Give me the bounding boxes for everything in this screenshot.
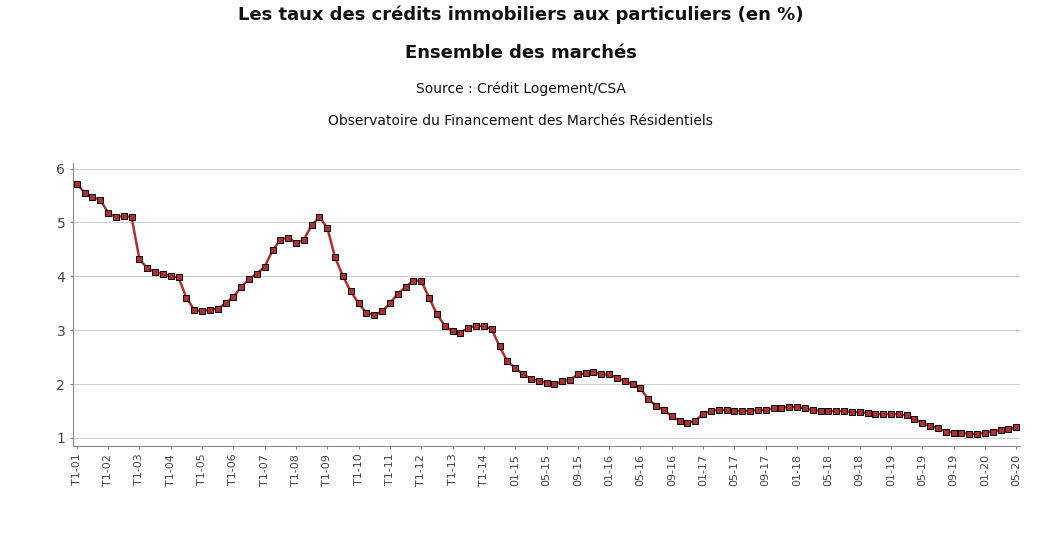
Text: Source : Crédit Logement/CSA: Source : Crédit Logement/CSA — [415, 82, 626, 96]
Text: Les taux des crédits immobiliers aux particuliers (en %): Les taux des crédits immobiliers aux par… — [237, 5, 804, 24]
Text: Observatoire du Financement des Marchés Résidentiels: Observatoire du Financement des Marchés … — [328, 114, 713, 128]
Text: Ensemble des marchés: Ensemble des marchés — [405, 44, 636, 61]
